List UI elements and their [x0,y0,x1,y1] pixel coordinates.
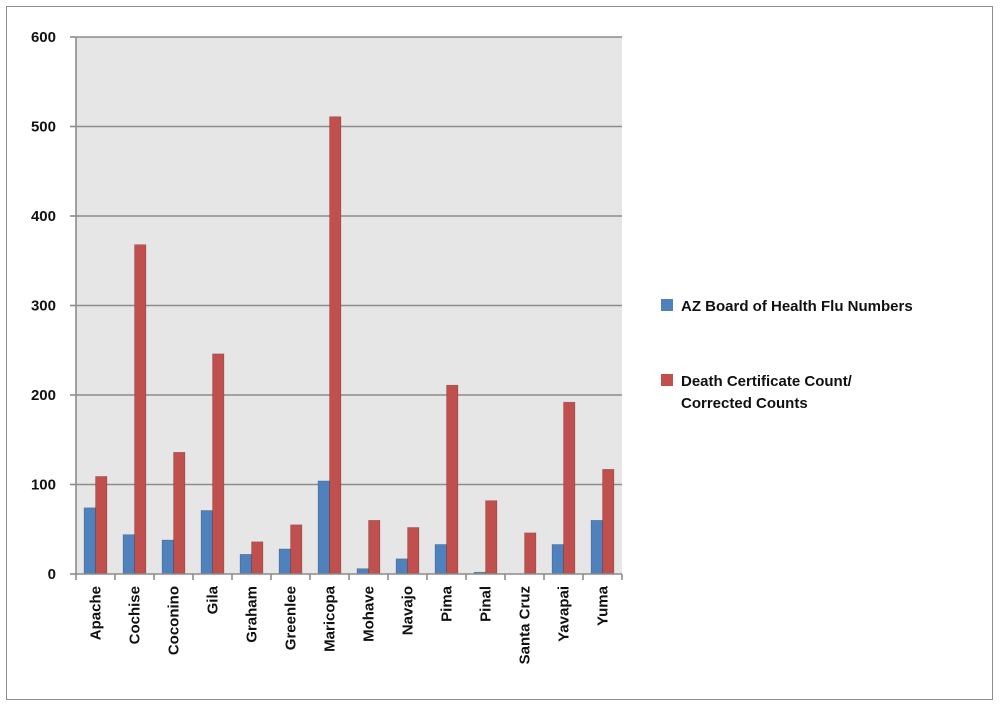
category-label-coconino: Coconino [166,586,183,655]
category-label-yavapai: Yavapai [556,586,573,642]
bar-greenlee-series-1 [278,548,291,575]
y-tick-label-0: 0 [48,566,56,583]
bar-mohave-series-1 [356,568,369,575]
bars [83,116,615,575]
category-label-cochise: Cochise [127,586,144,644]
y-tick-label-500: 500 [31,119,56,136]
bar-yavapai-series-1 [551,544,564,575]
category-label-pinal: Pinal [478,586,495,622]
legend-label-series-1: AZ Board of Health Flu Numbers [681,298,913,315]
y-tick-labels: 0 100 200 300 400 500 600 [31,29,56,583]
category-label-navajo: Navajo [400,586,417,635]
bar-greenlee-series-2 [290,524,303,575]
axes [70,36,623,580]
bar-yuma-series-2 [602,468,615,575]
bar-santa-cruz-series-2 [524,532,537,575]
category-label-maricopa: Maricopa [322,585,339,652]
y-tick-label-400: 400 [31,208,56,225]
bar-maricopa-series-1 [317,480,330,575]
bar-mohave-series-2 [368,519,381,575]
y-tick-label-600: 600 [31,29,56,46]
category-label-mohave: Mohave [361,586,378,642]
bar-maricopa-series-2 [329,116,342,575]
category-label-greenlee: Greenlee [283,586,300,650]
category-label-apache: Apache [88,586,105,640]
bar-coconino-series-2 [173,451,186,575]
bar-gila-series-1 [200,510,213,575]
bar-yavapai-series-2 [563,401,576,575]
legend-label-series-2-line-2: Corrected Counts [681,395,808,412]
legend-swatch-series-1 [661,299,673,311]
bar-yuma-series-1 [590,519,603,575]
category-labels: Apache Cochise Coconino Gila Graham Greenlee M… [88,585,612,664]
bar-cochise-series-1 [122,534,135,575]
gridlines [76,36,622,486]
bar-navajo-series-1 [395,558,408,575]
legend: AZ Board of Health Flu Numbers Death Cert… [661,298,913,412]
bar-pima-series-2 [446,384,459,575]
y-tick-label-300: 300 [31,298,56,315]
category-label-pima: Pima [439,585,456,622]
bar-graham-series-2 [251,541,264,575]
bar-pinal-series-2 [485,500,498,575]
bar-cochise-series-2 [134,244,147,575]
bar-apache-series-1 [83,507,96,575]
legend-swatch-series-2 [661,374,673,386]
category-label-yuma: Yuma [595,585,612,626]
category-label-santa-cruz: Santa Cruz [517,586,534,664]
category-label-gila: Gila [205,585,222,614]
y-tick-label-200: 200 [31,387,56,404]
bar-graham-series-1 [239,554,252,575]
bar-navajo-series-2 [407,527,420,575]
bar-apache-series-2 [95,476,108,575]
bar-pima-series-1 [434,544,447,575]
bar-coconino-series-1 [161,539,174,575]
bar-gila-series-2 [212,353,225,575]
y-tick-label-100: 100 [31,477,56,494]
category-label-graham: Graham [244,586,261,643]
legend-label-series-2-line-1: Death Certificate Count/ [681,373,853,390]
